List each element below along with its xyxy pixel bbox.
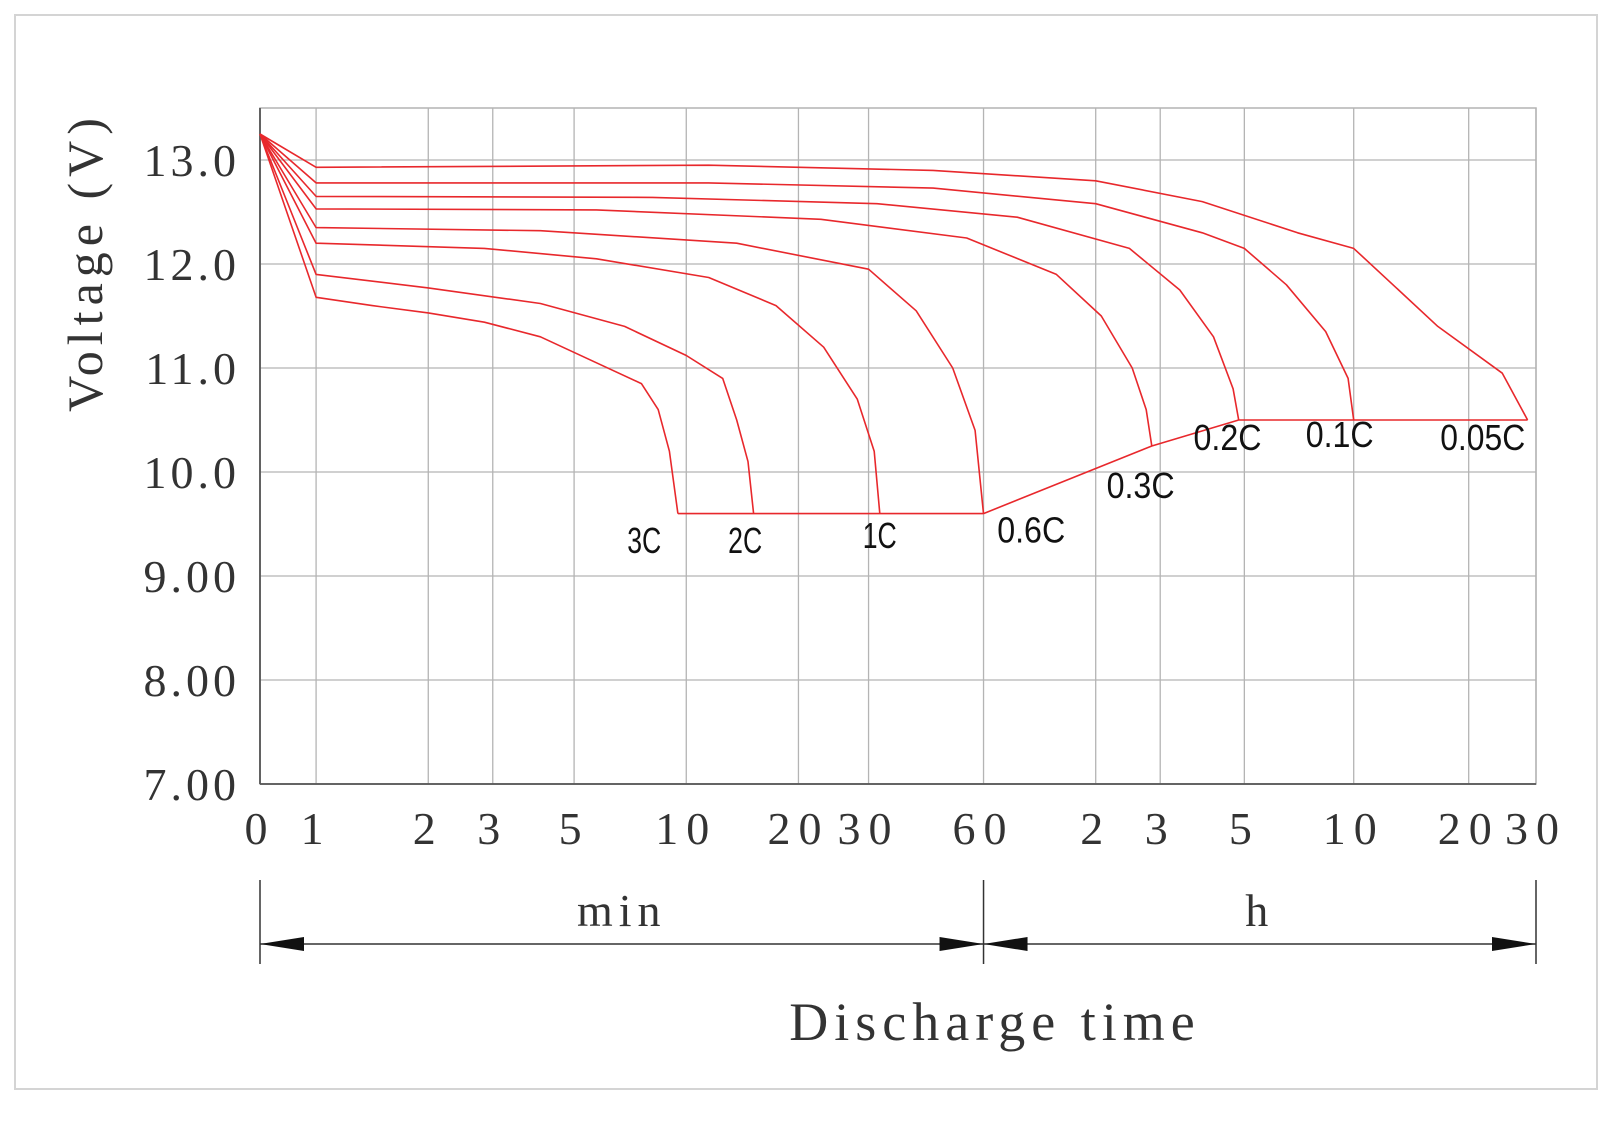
- y-tick-labels: 13.0 12.0 11.0 10.0 9.00 8.00 7.00: [144, 135, 241, 810]
- x-tick-label: 20: [767, 803, 829, 854]
- y-tick-label: 13.0: [144, 135, 241, 186]
- arrow-right-icon: [939, 937, 984, 951]
- y-tick-label: 9.00: [144, 551, 241, 602]
- x-tick-label: 1: [301, 803, 332, 854]
- curve-0_6c: [259, 133, 985, 514]
- unit-label-min: min: [577, 885, 667, 936]
- x-tick-label: 10: [1323, 803, 1385, 854]
- x-tick-label: 10: [655, 803, 717, 854]
- curve-label: 1C: [863, 515, 897, 556]
- curve-0_1c: [259, 133, 1355, 421]
- curve-labels: 3C 2C 1C 0.6C 0.3C 0.2C 0.1C 0.05C: [627, 414, 1525, 561]
- unit-label-h: h: [1245, 885, 1274, 936]
- x-tick-label: 3: [477, 803, 508, 854]
- arrow-left-icon: [260, 937, 304, 951]
- y-tick-label: 7.00: [144, 759, 241, 810]
- x-tick-label: 60: [953, 803, 1015, 854]
- x-tick-labels: 0 1 2 3 5 10 20 30 60 2 3 5 10 20 30: [245, 803, 1567, 854]
- x-tick-label: 3: [1145, 803, 1176, 854]
- y-tick-label: 10.0: [144, 447, 241, 498]
- x-tick-label: 30: [1505, 803, 1567, 854]
- cutoff-voltage-line: [677, 419, 1528, 515]
- x-tick-label: 2: [1080, 803, 1111, 854]
- x-tick-label: 20: [1438, 803, 1500, 854]
- time-unit-brackets: min h: [259, 880, 1537, 964]
- curve-label: 0.1C: [1306, 414, 1374, 455]
- arrow-right-icon: [1492, 937, 1536, 951]
- curve-label: 0.2C: [1194, 417, 1262, 458]
- curve-label: 2C: [728, 520, 762, 561]
- x-tick-label: 5: [1229, 803, 1260, 854]
- y-tick-label: 11.0: [145, 343, 240, 394]
- curve-1c: [259, 133, 881, 514]
- x-tick-label: 2: [413, 803, 444, 854]
- curve-0_2c: [259, 133, 1240, 421]
- x-tick-label: 30: [838, 803, 900, 854]
- arrow-left-icon: [983, 937, 1028, 951]
- x-tick-label: 0: [245, 803, 276, 854]
- curve-0_05c: [259, 133, 1529, 421]
- curve-0_3c: [259, 133, 1153, 447]
- y-axis-label: Voltage (V): [57, 112, 113, 412]
- curve-label: 0.3C: [1107, 465, 1175, 506]
- x-axis-label: Discharge time: [789, 992, 1200, 1052]
- grid: [259, 107, 1537, 785]
- discharge-curves: [259, 133, 1529, 514]
- curve-3c: [259, 133, 679, 514]
- cutoff-segment: [983, 419, 1239, 515]
- curve-label: 3C: [627, 520, 661, 561]
- x-tick-label: 5: [559, 803, 590, 854]
- y-tick-label: 8.00: [144, 655, 241, 706]
- y-tick-label: 12.0: [144, 239, 241, 290]
- curve-label: 0.05C: [1440, 417, 1525, 458]
- curve-2c: [259, 133, 755, 514]
- curve-label: 0.6C: [997, 510, 1065, 551]
- chart-frame: [14, 14, 1598, 1090]
